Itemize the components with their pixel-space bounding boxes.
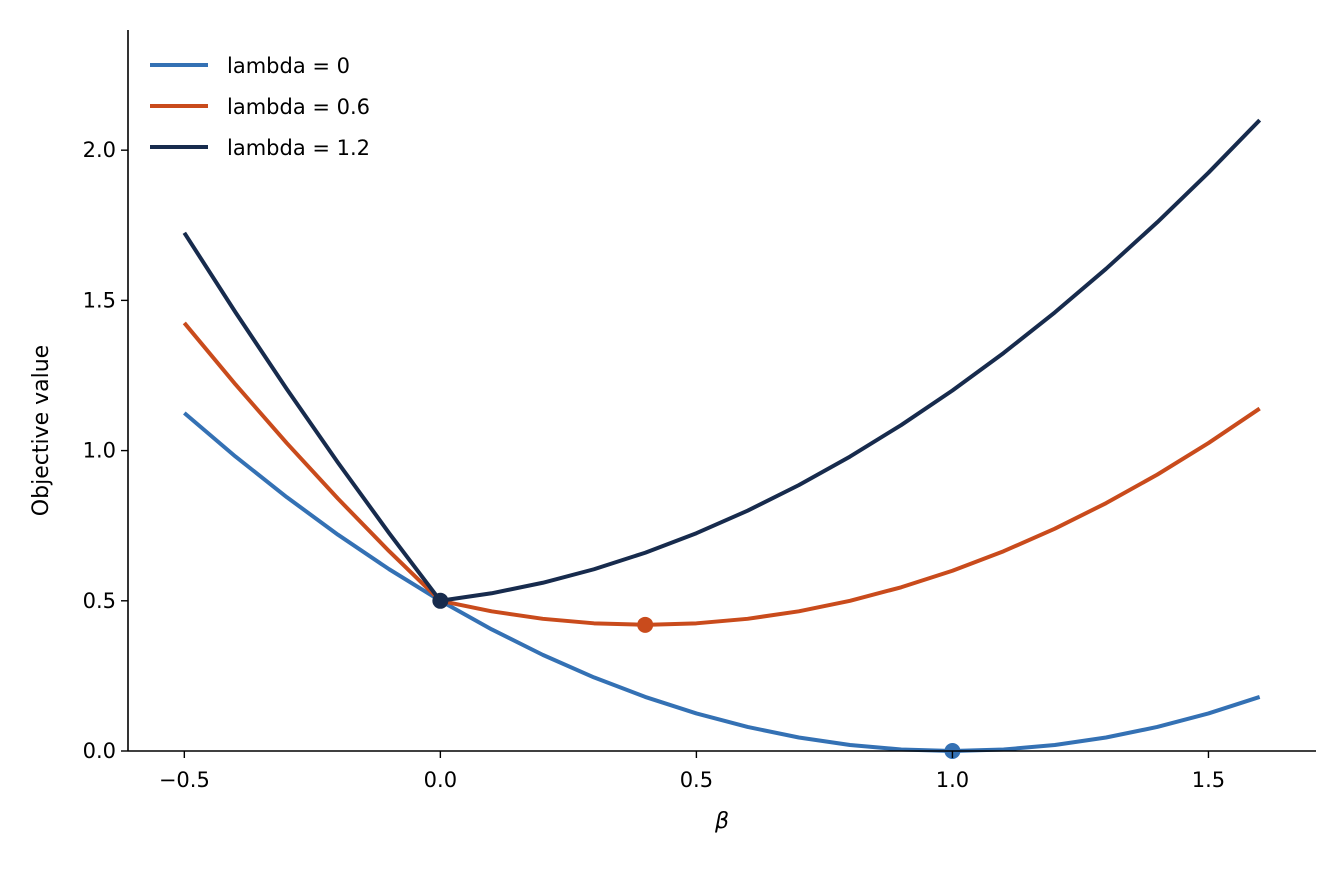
x-tick-label: −0.5: [159, 768, 210, 792]
x-axis-title: β: [714, 809, 729, 834]
y-tick-label: 2.0: [83, 138, 116, 162]
series-line-2: [182, 118, 1262, 603]
x-tick-label: 1.5: [1192, 768, 1225, 792]
minimum-markers: [432, 592, 961, 759]
minimum-marker-1: [637, 616, 654, 633]
y-tick-label: 1.0: [83, 439, 116, 463]
series-line-1: [182, 321, 1261, 627]
series-line-0: [183, 411, 1261, 753]
x-tick-label: 0.0: [424, 768, 457, 792]
y-axis-title: Objective value: [29, 345, 54, 516]
legend-label-2: lambda = 1.2: [227, 136, 370, 160]
series-layer: [182, 118, 1262, 753]
x-tick-label: 0.5: [680, 768, 713, 792]
y-tick-label: 1.5: [83, 288, 116, 312]
legend-label-0: lambda = 0: [227, 54, 350, 78]
y-tick-label: 0.0: [83, 739, 116, 763]
y-tick-label: 0.5: [83, 589, 116, 613]
y-ticks: 0.0 0.5 1.0 1.5 2.0: [83, 138, 128, 763]
legend-label-1: lambda = 0.6: [227, 95, 370, 119]
legend: lambda = 0 lambda = 0.6 lambda = 1.2: [150, 54, 370, 160]
x-tick-label: 1.0: [936, 768, 969, 792]
x-ticks: −0.5 0.0 0.5 1.0 1.5: [159, 751, 1225, 792]
minimum-marker-2: [432, 592, 449, 609]
